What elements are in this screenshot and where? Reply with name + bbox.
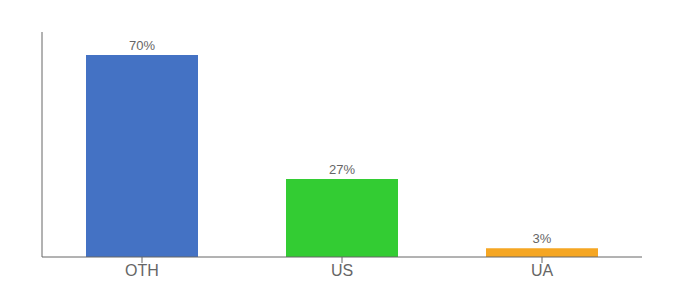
svg-text:3%: 3% (533, 231, 552, 246)
svg-text:70%: 70% (129, 38, 155, 53)
svg-text:OTH: OTH (125, 262, 159, 279)
svg-text:US: US (331, 262, 353, 279)
svg-text:UA: UA (531, 262, 554, 279)
svg-text:27%: 27% (329, 162, 355, 177)
